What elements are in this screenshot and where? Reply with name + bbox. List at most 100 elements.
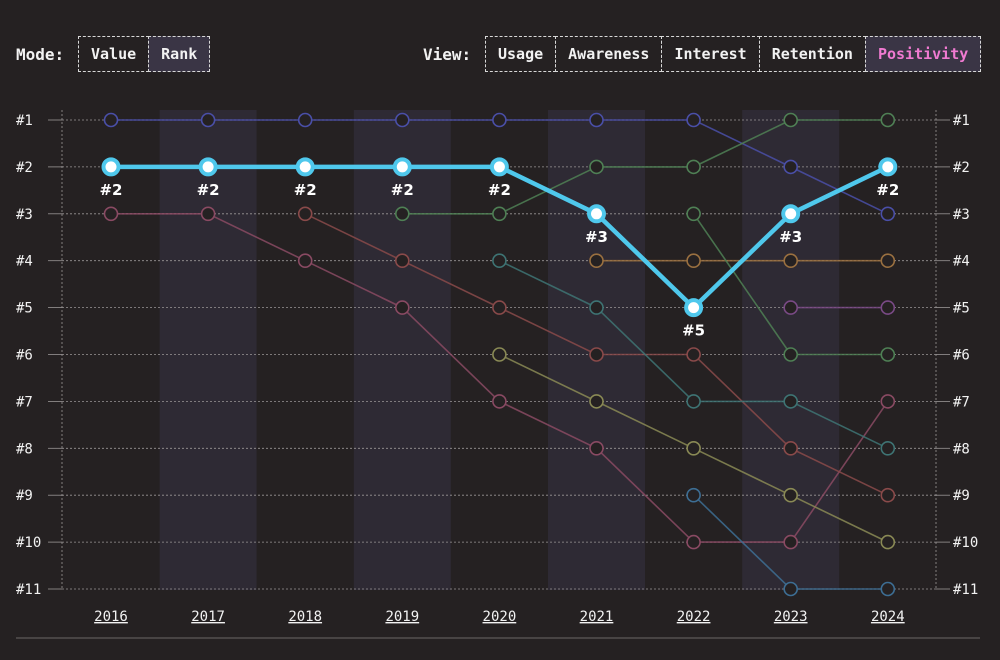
series-line <box>402 119 888 215</box>
y-tick-label-left: #8 <box>16 441 33 457</box>
series-point <box>783 394 799 409</box>
x-tick-label: 2017 <box>191 609 225 625</box>
y-tick-label-right: #8 <box>953 441 970 457</box>
y-tick-label-right: #10 <box>953 535 978 551</box>
series-point <box>783 300 799 315</box>
highlight-point <box>878 157 898 177</box>
series-point <box>103 112 119 128</box>
series-point <box>783 112 799 128</box>
x-tick-label: 2022 <box>677 609 711 625</box>
series-point <box>783 581 799 597</box>
y-tick-label-right: #11 <box>953 582 978 598</box>
y-tick-label-left: #3 <box>16 207 33 223</box>
series-point <box>297 253 313 269</box>
highlight-data-label: #2 <box>294 181 317 199</box>
series-point <box>492 394 507 409</box>
series-point <box>200 112 216 128</box>
highlight-data-label: #3 <box>585 228 608 246</box>
series-point <box>880 300 896 315</box>
series-point <box>394 300 410 315</box>
highlight-point <box>392 157 412 177</box>
series-point <box>783 534 799 550</box>
series-point <box>492 253 507 269</box>
mode-rank-button[interactable]: Rank <box>148 36 211 72</box>
highlight-data-label: #2 <box>197 181 220 199</box>
y-tick-label-left: #5 <box>16 301 33 317</box>
highlight-data-label: #5 <box>682 322 705 340</box>
series-point <box>686 253 701 269</box>
series-point <box>880 253 896 269</box>
x-tick-label: 2016 <box>94 609 128 625</box>
series-point <box>297 206 313 222</box>
series-point <box>297 112 313 128</box>
series-point <box>589 440 604 456</box>
series-point <box>783 440 799 456</box>
y-tick-label-left: #4 <box>16 254 33 270</box>
y-tick-label-right: #5 <box>953 301 970 317</box>
series-point <box>394 206 410 222</box>
mode-toggle-group: Value Rank <box>78 36 211 72</box>
mode-label: Mode: <box>16 45 65 64</box>
series-point <box>200 206 216 222</box>
highlight-point <box>101 157 121 177</box>
x-tick-label: 2024 <box>871 609 905 625</box>
series-point <box>589 300 604 315</box>
series-point <box>783 159 799 175</box>
highlight-data-label: #2 <box>876 181 899 199</box>
y-tick-label-left: #1 <box>16 113 33 129</box>
series-point <box>880 112 896 128</box>
y-tick-label-right: #2 <box>953 160 970 176</box>
y-tick-label-left: #7 <box>16 394 33 410</box>
series-point <box>686 347 701 362</box>
series-point <box>589 394 604 409</box>
y-tick-label-left: #11 <box>16 582 41 598</box>
series-point <box>880 487 896 503</box>
y-tick-label-left: #9 <box>16 488 33 504</box>
year-band <box>353 110 451 590</box>
series-point <box>686 112 701 128</box>
view-positivity-button[interactable]: Positivity <box>864 36 982 72</box>
highlight-data-label: #2 <box>99 181 122 199</box>
highlight-data-label: #2 <box>488 181 511 199</box>
series-point <box>589 112 604 128</box>
series-point <box>686 440 701 456</box>
y-tick-label-right: #9 <box>953 488 970 504</box>
highlight-data-label: #3 <box>779 228 802 246</box>
x-tick-label: 2023 <box>774 609 808 625</box>
series-point <box>492 300 507 315</box>
y-tick-label-left: #6 <box>16 348 33 364</box>
series-point <box>103 206 119 222</box>
year-band <box>159 110 257 590</box>
view-label: View: <box>423 45 472 64</box>
series-point <box>589 253 604 269</box>
series-point <box>880 581 896 597</box>
highlight-point <box>684 298 704 318</box>
y-tick-label-left: #2 <box>16 160 33 176</box>
series-point <box>394 112 410 128</box>
series-point <box>589 347 604 362</box>
view-toggle-group: Usage Awareness Interest Retention Positivit… <box>485 36 982 72</box>
series-point <box>492 112 507 128</box>
series-point <box>686 394 701 409</box>
y-tick-label-right: #3 <box>953 207 970 223</box>
highlight-point <box>587 204 606 224</box>
series-point <box>686 487 701 503</box>
x-tick-label: 2018 <box>288 609 322 625</box>
controls-bar: Mode: Value Rank View: Usage Awareness Inte… <box>0 36 1000 74</box>
y-tick-label-right: #1 <box>953 113 970 129</box>
series-point <box>686 206 701 222</box>
y-tick-label-left: #10 <box>16 535 41 551</box>
highlight-point <box>489 157 509 177</box>
highlight-data-label: #2 <box>391 181 414 199</box>
series-point <box>783 253 799 269</box>
y-tick-label-right: #7 <box>953 394 970 410</box>
highlight-point <box>295 157 315 177</box>
series-point <box>783 347 799 362</box>
series-point <box>394 253 410 269</box>
x-tick-label: 2020 <box>483 609 517 625</box>
series-point <box>880 206 896 222</box>
series-point <box>589 159 604 175</box>
y-tick-label-right: #4 <box>953 254 970 270</box>
x-tick-label: 2019 <box>385 609 419 625</box>
series-point <box>783 487 799 503</box>
